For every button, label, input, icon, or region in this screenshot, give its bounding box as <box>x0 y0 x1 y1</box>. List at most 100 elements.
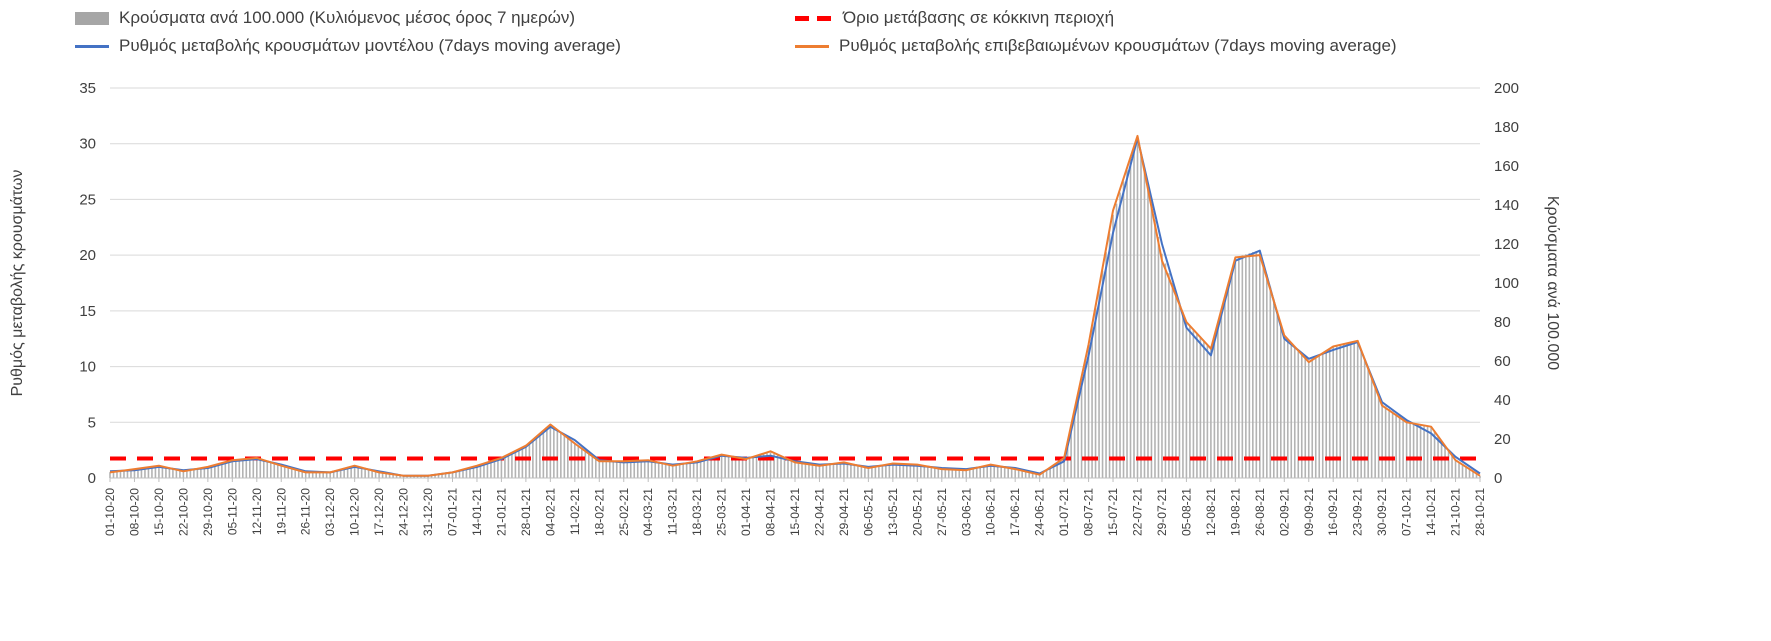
svg-text:200: 200 <box>1494 80 1519 97</box>
svg-text:09-09-21: 09-09-21 <box>1302 488 1316 536</box>
svg-text:28-10-21: 28-10-21 <box>1473 488 1487 536</box>
svg-text:24-12-20: 24-12-20 <box>397 488 411 536</box>
svg-text:03-06-21: 03-06-21 <box>959 488 973 536</box>
svg-text:120: 120 <box>1494 236 1519 253</box>
svg-text:20: 20 <box>79 247 96 264</box>
legend-label-cases-bars: Κρούσματα ανά 100.000 (Κυλιόμενος μέσος … <box>119 8 576 27</box>
legend-item-threshold: Όριο μετάβασης σε κόκκινη περιοχή <box>795 8 1397 28</box>
svg-text:14-10-21: 14-10-21 <box>1424 488 1438 536</box>
svg-text:08-10-20: 08-10-20 <box>127 488 141 536</box>
svg-text:30-09-21: 30-09-21 <box>1375 488 1389 536</box>
svg-text:05-08-21: 05-08-21 <box>1179 488 1193 536</box>
model-line-swatch <box>75 44 109 48</box>
svg-text:0: 0 <box>88 470 96 487</box>
svg-text:14-01-21: 14-01-21 <box>470 488 484 536</box>
svg-text:17-06-21: 17-06-21 <box>1008 488 1022 536</box>
svg-text:28-01-21: 28-01-21 <box>519 488 533 536</box>
right-tick-labels: 0 20 40 60 80 100 120 140 160 180 200 <box>1494 80 1519 487</box>
svg-text:23-09-21: 23-09-21 <box>1351 488 1365 536</box>
svg-text:20: 20 <box>1494 431 1511 448</box>
left-tick-labels: 0 5 10 15 20 25 30 35 <box>79 80 96 487</box>
x-axis: 01-10-20 08-10-20 15-10-20 22-10-20 29-10-20… <box>103 477 1487 536</box>
svg-text:05-11-20: 05-11-20 <box>225 488 239 535</box>
left-axis-title: Ρυθμός μεταβολής κρουσμάτων <box>9 170 26 397</box>
svg-text:12-08-21: 12-08-21 <box>1204 488 1218 536</box>
svg-text:40: 40 <box>1494 392 1511 409</box>
bars-series <box>109 136 1481 478</box>
svg-text:15-04-21: 15-04-21 <box>788 488 802 536</box>
svg-text:15-10-20: 15-10-20 <box>152 488 166 536</box>
svg-text:01-07-21: 01-07-21 <box>1057 488 1071 536</box>
svg-text:15: 15 <box>79 303 96 320</box>
svg-text:160: 160 <box>1494 158 1519 175</box>
svg-text:31-12-20: 31-12-20 <box>421 488 435 536</box>
svg-text:26-11-20: 26-11-20 <box>299 488 313 535</box>
svg-text:11-03-21: 11-03-21 <box>666 488 680 535</box>
svg-text:29-07-21: 29-07-21 <box>1155 488 1169 536</box>
svg-text:04-02-21: 04-02-21 <box>543 488 557 536</box>
svg-text:08-07-21: 08-07-21 <box>1082 488 1096 536</box>
legend-item-cases-bars: Κρούσματα ανά 100.000 (Κυλιόμενος μέσος … <box>75 8 795 28</box>
right-axis-title: Κρούσματα ανά 100.000 <box>1544 196 1561 370</box>
svg-text:0: 0 <box>1494 470 1502 487</box>
svg-text:06-05-21: 06-05-21 <box>861 488 875 536</box>
svg-text:15-07-21: 15-07-21 <box>1106 488 1120 536</box>
svg-text:100: 100 <box>1494 275 1519 292</box>
svg-text:21-01-21: 21-01-21 <box>494 488 508 536</box>
svg-text:10-06-21: 10-06-21 <box>984 488 998 536</box>
svg-text:11-02-21: 11-02-21 <box>568 488 582 535</box>
chart-legend: Κρούσματα ανά 100.000 (Κυλιόμενος μέσος … <box>75 8 1397 56</box>
bar-series-swatch <box>75 11 109 25</box>
threshold-dash-swatch <box>795 15 833 21</box>
svg-text:18-03-21: 18-03-21 <box>690 488 704 536</box>
svg-text:10: 10 <box>79 359 96 376</box>
svg-text:21-10-21: 21-10-21 <box>1449 488 1463 536</box>
svg-text:5: 5 <box>88 414 96 431</box>
svg-text:18-02-21: 18-02-21 <box>592 488 606 536</box>
svg-text:01-10-20: 01-10-20 <box>103 488 117 536</box>
plot-area: 0 5 10 15 20 25 30 35 0 20 40 60 80 100 120 140 160 180 20… <box>79 80 1519 536</box>
legend-label-model-line: Ρυθμός μεταβολής κρουσμάτων μοντέλου (7d… <box>119 36 621 55</box>
legend-item-confirmed-line: Ρυθμός μεταβολής επιβεβαιωμένων κρουσμάτ… <box>795 36 1397 56</box>
svg-text:20-05-21: 20-05-21 <box>910 488 924 536</box>
svg-text:180: 180 <box>1494 119 1519 136</box>
svg-text:29-10-20: 29-10-20 <box>201 488 215 536</box>
svg-text:02-09-21: 02-09-21 <box>1277 488 1291 536</box>
svg-text:08-04-21: 08-04-21 <box>764 488 778 536</box>
legend-label-threshold: Όριο μετάβασης σε κόκκινη περιοχή <box>843 8 1115 27</box>
svg-text:24-06-21: 24-06-21 <box>1033 488 1047 536</box>
svg-text:60: 60 <box>1494 353 1511 370</box>
svg-text:140: 140 <box>1494 197 1519 214</box>
svg-text:04-03-21: 04-03-21 <box>641 488 655 536</box>
gridlines <box>110 87 1480 479</box>
svg-text:80: 80 <box>1494 314 1511 331</box>
svg-text:07-10-21: 07-10-21 <box>1400 488 1414 536</box>
svg-text:29-04-21: 29-04-21 <box>837 488 851 536</box>
svg-text:26-08-21: 26-08-21 <box>1253 488 1267 536</box>
confirmed-line-series <box>109 134 1481 477</box>
svg-text:19-11-20: 19-11-20 <box>274 488 288 535</box>
svg-text:27-05-21: 27-05-21 <box>935 488 949 536</box>
svg-text:22-07-21: 22-07-21 <box>1131 488 1145 536</box>
svg-text:07-01-21: 07-01-21 <box>446 488 460 536</box>
svg-text:22-04-21: 22-04-21 <box>812 488 826 536</box>
svg-text:22-10-20: 22-10-20 <box>176 488 190 536</box>
svg-text:25-02-21: 25-02-21 <box>617 488 631 536</box>
legend-item-model-line: Ρυθμός μεταβολής κρουσμάτων μοντέλου (7d… <box>75 36 795 56</box>
svg-text:12-11-20: 12-11-20 <box>250 488 264 535</box>
svg-text:25: 25 <box>79 191 96 208</box>
confirmed-line-swatch <box>795 44 829 48</box>
svg-text:13-05-21: 13-05-21 <box>886 488 900 536</box>
svg-text:30: 30 <box>79 136 96 153</box>
legend-label-confirmed-line: Ρυθμός μεταβολής επιβεβαιωμένων κρουσμάτ… <box>839 36 1397 55</box>
svg-text:01-04-21: 01-04-21 <box>739 488 753 536</box>
svg-text:03-12-20: 03-12-20 <box>323 488 337 536</box>
svg-text:25-03-21: 25-03-21 <box>715 488 729 536</box>
svg-text:35: 35 <box>79 80 96 97</box>
svg-text:17-12-20: 17-12-20 <box>372 488 386 536</box>
svg-text:19-08-21: 19-08-21 <box>1228 488 1242 536</box>
svg-text:10-12-20: 10-12-20 <box>348 488 362 536</box>
svg-text:16-09-21: 16-09-21 <box>1326 488 1340 536</box>
